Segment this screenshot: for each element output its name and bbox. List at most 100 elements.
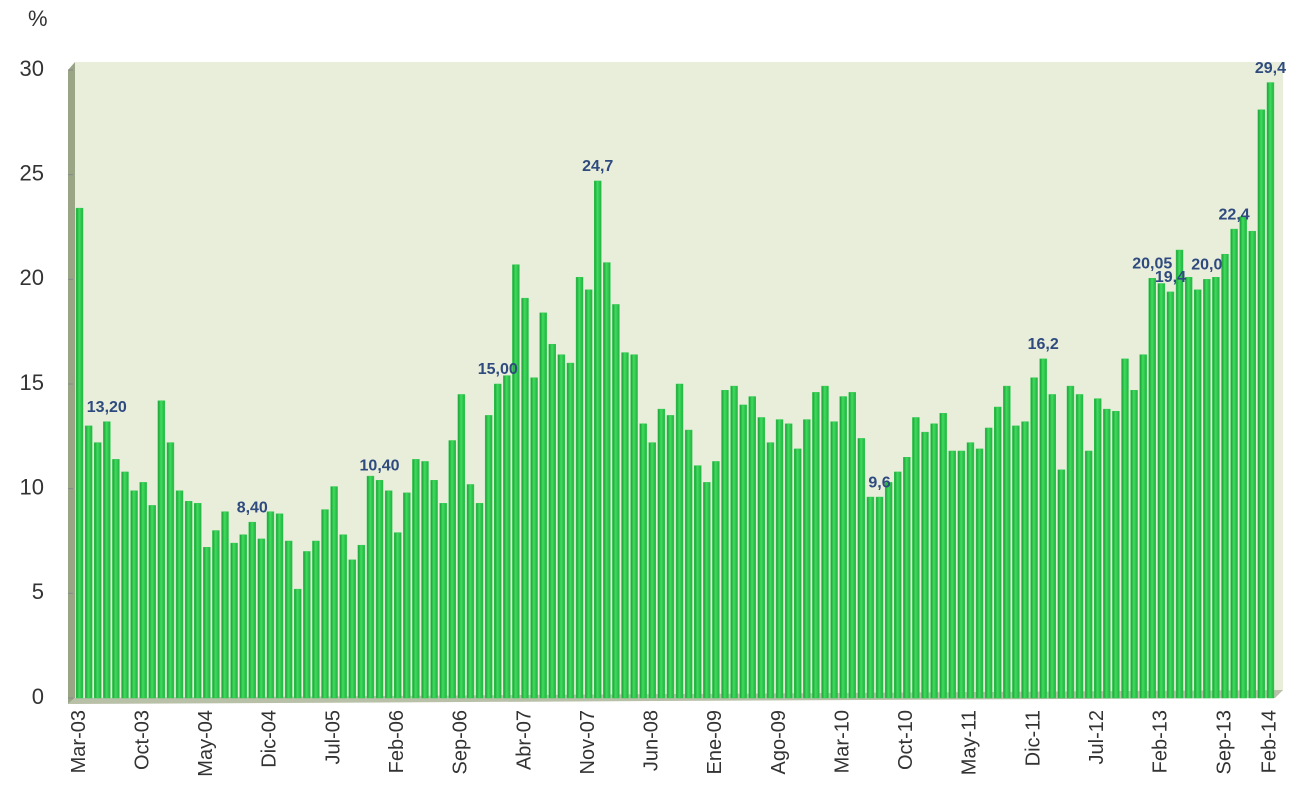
bar bbox=[630, 354, 638, 699]
bar bbox=[157, 400, 166, 699]
bar bbox=[312, 540, 320, 699]
bar bbox=[348, 559, 356, 699]
x-tick-label: Sep-06 bbox=[450, 710, 472, 775]
bar bbox=[666, 415, 675, 699]
left-wall bbox=[68, 62, 75, 704]
bar bbox=[1094, 398, 1102, 699]
x-tick-label: Dic-11 bbox=[1022, 710, 1044, 766]
bar bbox=[448, 440, 456, 699]
y-tick-label: 30 bbox=[20, 56, 44, 81]
bar bbox=[166, 442, 175, 699]
value-label: 20,0 bbox=[1191, 257, 1222, 274]
bar bbox=[730, 385, 738, 699]
value-label: 8,40 bbox=[237, 499, 268, 516]
x-tick-label: Oct-03 bbox=[131, 710, 153, 770]
bar bbox=[748, 396, 756, 699]
bar bbox=[1139, 354, 1147, 699]
bar bbox=[121, 471, 129, 699]
bar bbox=[366, 475, 375, 699]
bar bbox=[848, 392, 856, 699]
bar bbox=[621, 352, 629, 699]
bar bbox=[394, 532, 402, 699]
bar bbox=[684, 429, 693, 699]
bar bbox=[75, 207, 84, 699]
bar bbox=[912, 417, 920, 699]
x-tick-label: May-11 bbox=[959, 710, 981, 775]
value-label: 9,6 bbox=[868, 474, 890, 491]
bar bbox=[330, 486, 338, 699]
bar bbox=[812, 392, 820, 699]
bar bbox=[148, 505, 156, 699]
bar bbox=[1194, 289, 1202, 699]
bar bbox=[894, 471, 902, 699]
bar bbox=[839, 396, 847, 699]
bar bbox=[803, 419, 811, 699]
bar bbox=[712, 461, 720, 699]
y-tick-label: 15 bbox=[20, 370, 44, 395]
y-tick-label: 25 bbox=[20, 160, 44, 185]
bar bbox=[948, 450, 956, 699]
bar bbox=[775, 419, 784, 699]
bar bbox=[439, 503, 447, 699]
bar bbox=[821, 385, 829, 699]
x-tick-label: May-04 bbox=[195, 710, 217, 777]
bar bbox=[639, 423, 647, 699]
bar bbox=[1203, 279, 1211, 699]
bar bbox=[1039, 358, 1047, 699]
bar bbox=[1103, 408, 1111, 699]
bar bbox=[875, 496, 884, 699]
bar bbox=[721, 390, 729, 699]
bar bbox=[694, 465, 702, 699]
x-tick-label: Ene-09 bbox=[704, 710, 726, 775]
bar bbox=[994, 406, 1002, 699]
x-tick-label: Feb-13 bbox=[1150, 710, 1172, 773]
bar bbox=[457, 394, 466, 699]
value-label: 16,2 bbox=[1028, 336, 1059, 353]
bar bbox=[248, 521, 256, 699]
bar bbox=[384, 490, 393, 699]
bar bbox=[1148, 278, 1156, 699]
bar bbox=[957, 450, 966, 699]
y-axis-label: % bbox=[28, 6, 48, 31]
bar bbox=[984, 427, 993, 699]
bar bbox=[1248, 230, 1256, 699]
bar bbox=[612, 304, 620, 699]
bar bbox=[357, 544, 366, 699]
x-tick-label: Abr-07 bbox=[513, 710, 535, 770]
bar bbox=[1021, 421, 1029, 699]
bar bbox=[548, 343, 556, 699]
value-label: 13,20 bbox=[87, 399, 127, 416]
bar bbox=[703, 482, 711, 699]
x-tick-label: Jul-05 bbox=[322, 710, 344, 764]
bar bbox=[1048, 394, 1056, 699]
bar bbox=[739, 404, 747, 699]
x-tick-label: Mar-03 bbox=[68, 710, 90, 773]
bar bbox=[1012, 425, 1020, 699]
x-tick-label: Jul-12 bbox=[1086, 710, 1108, 764]
value-label: 15,00 bbox=[478, 361, 518, 378]
value-label: 10,40 bbox=[360, 458, 400, 475]
x-tick-label: Jun-08 bbox=[641, 710, 663, 771]
bar bbox=[866, 496, 875, 699]
bar bbox=[430, 480, 438, 699]
bar bbox=[130, 490, 138, 699]
bar bbox=[484, 415, 493, 699]
bar bbox=[857, 438, 866, 699]
bar bbox=[1266, 82, 1275, 699]
bar bbox=[1084, 450, 1093, 699]
bar bbox=[421, 461, 429, 699]
bar bbox=[1030, 377, 1038, 699]
x-tick-label: Feb-14 bbox=[1259, 710, 1281, 773]
value-label: 19,4 bbox=[1155, 269, 1186, 286]
bar bbox=[1157, 283, 1166, 699]
bar bbox=[475, 503, 484, 699]
bar bbox=[603, 262, 611, 699]
bar bbox=[594, 180, 602, 699]
bar bbox=[784, 423, 793, 699]
bar bbox=[1212, 276, 1220, 699]
bar bbox=[930, 423, 938, 699]
bar bbox=[412, 459, 420, 699]
bar bbox=[884, 482, 893, 699]
value-label: 22,4 bbox=[1219, 206, 1250, 223]
